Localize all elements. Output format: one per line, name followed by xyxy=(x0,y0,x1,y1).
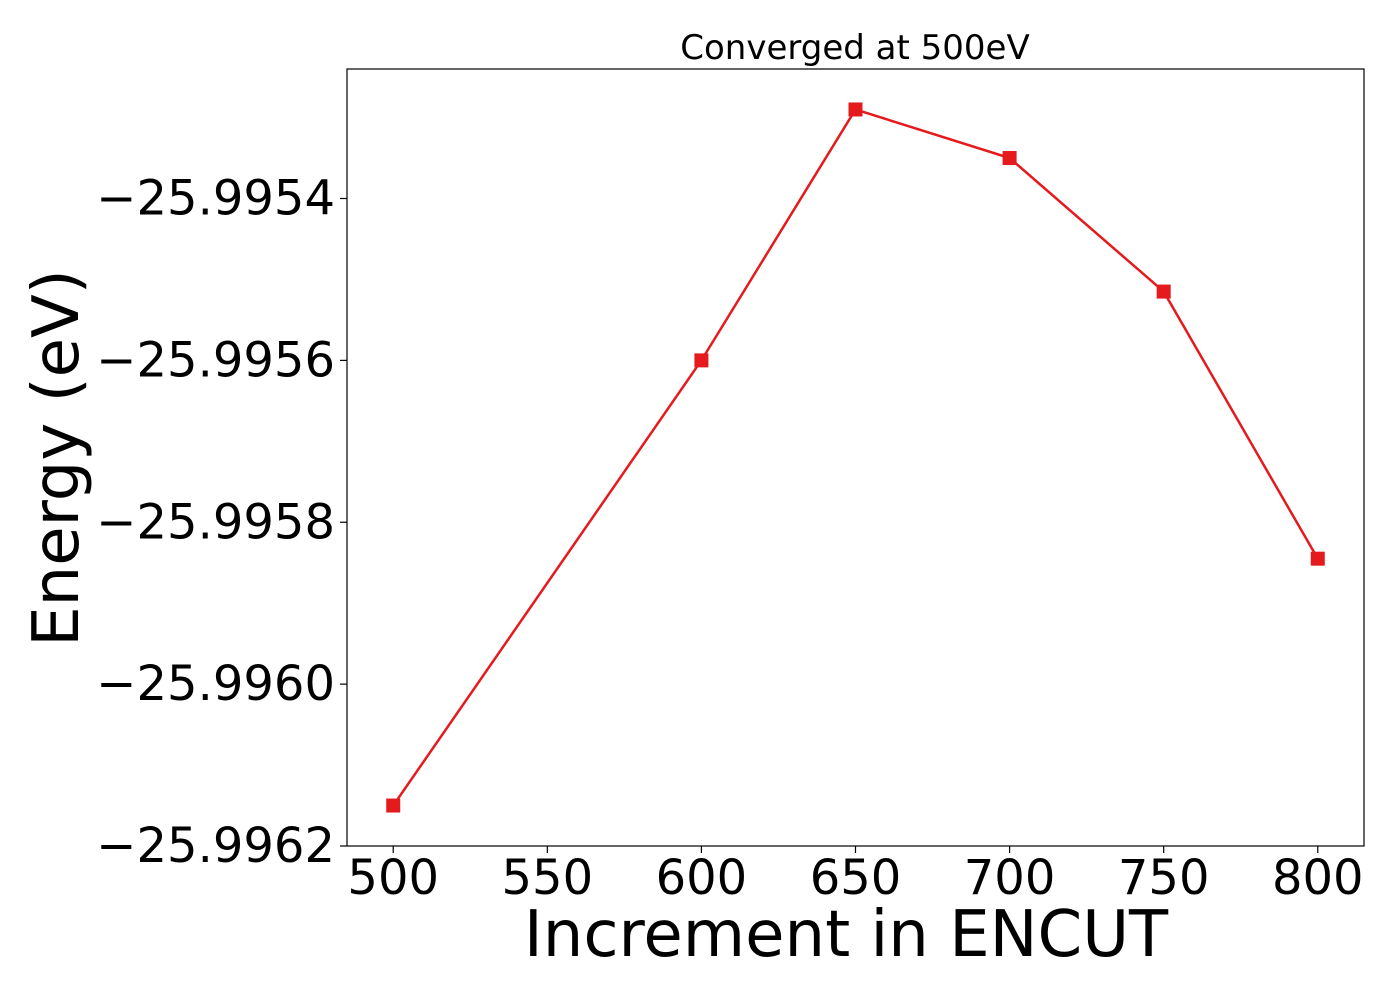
x-axis-label: Increment in ENCUT xyxy=(524,898,1169,972)
y-tick-label: −25.9960 xyxy=(96,656,335,712)
data-point-marker xyxy=(386,798,401,813)
data-point-marker xyxy=(1310,551,1325,566)
chart-title: Converged at 500eV xyxy=(680,28,1029,68)
series-energy xyxy=(386,102,1325,813)
x-axis: 500 550 600 650 700 750 800 xyxy=(347,846,1364,906)
x-tick-label: 800 xyxy=(1272,850,1364,906)
x-tick-label: 700 xyxy=(964,850,1056,906)
data-point-marker xyxy=(848,102,863,117)
y-tick-label: −25.9962 xyxy=(96,818,335,874)
y-tick-label: −25.9954 xyxy=(96,171,335,227)
y-axis-label: Energy (eV) xyxy=(20,269,94,647)
x-tick-label: 650 xyxy=(810,850,902,906)
x-tick-label: 600 xyxy=(656,850,748,906)
data-point-marker xyxy=(1002,151,1017,166)
y-axis: −25.9962 −25.9960 −25.9958 −25.9956 −25.9954 xyxy=(96,171,347,874)
x-tick-label: 500 xyxy=(347,850,439,906)
y-tick-label: −25.9956 xyxy=(96,332,335,388)
data-point-marker xyxy=(694,353,709,368)
x-tick-label: 550 xyxy=(502,850,594,906)
x-tick-label: 750 xyxy=(1118,850,1210,906)
y-tick-label: −25.9958 xyxy=(96,494,335,550)
series-line xyxy=(392,107,1319,807)
data-point-marker xyxy=(1156,284,1171,299)
plot-area-frame xyxy=(346,68,1365,847)
